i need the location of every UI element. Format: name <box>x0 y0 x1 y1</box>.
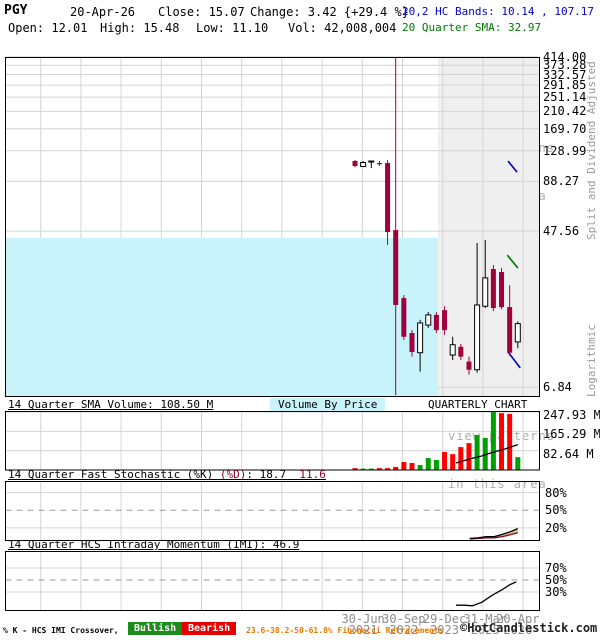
hc-bands-value: 20,2 HC Bands: 10.14 , 107.17 <box>402 5 595 18</box>
volume-tick-label: 82.64 M <box>543 446 594 461</box>
date-tick-label: 31-Mar 2025 <box>463 612 507 637</box>
volume-tick-label: 247.93 M <box>543 408 600 422</box>
ticker-symbol: PGY <box>4 3 28 18</box>
volume-tick-label: 165.29 M <box>543 427 600 442</box>
stochastic-tick-label: 80% <box>545 485 567 500</box>
quarterly-chart-label: QUARTERLY CHART <box>428 398 528 411</box>
price-tick-label: 47.56 <box>543 224 580 239</box>
stochastic-label-k: 14 Quarter Fast Stochastic (%K) <box>8 468 220 481</box>
stochastic-k-value: : 18.7 <box>246 468 300 481</box>
quote-change: Change: 3.42 {+29.4 %} <box>250 5 409 19</box>
quote-date: 20-Apr-26 <box>70 5 136 19</box>
fibonacci-legend-label: 23.6-38.2-50-61.8% Fibonacci Retracement… <box>246 626 444 635</box>
date-tick-label: 30-Jun 2021 <box>341 612 385 637</box>
stochastic-label: 14 Quarter Fast Stochastic (%K) (%D): 18… <box>8 469 326 481</box>
date-tick-label: 20-Apr 2026 <box>496 612 540 637</box>
quote-open: Open: 12.01 <box>8 21 88 35</box>
price-tick-label: 251.14 <box>543 90 587 105</box>
crossover-legend-label: % K - HCS IMI Crossover, <box>3 626 119 635</box>
stochastic-d-value: 11.6 <box>299 468 326 481</box>
date-tick-label: 30-Sep 2022 <box>382 612 426 637</box>
volume-sma-label: 14 Quarter SMA Volume: 108.50 M <box>8 398 214 411</box>
price-tick-label: 210.42 <box>543 104 587 119</box>
bearish-badge: Bearish <box>182 622 237 635</box>
date-tick-label: 29-Dec 2023 <box>422 612 467 637</box>
bullish-badge: Bullish <box>128 622 183 635</box>
price-tick-label: 128.99 <box>543 143 587 158</box>
login-line: in this area <box>448 477 547 491</box>
quote-volume: Vol: 42,008,004 <box>288 21 397 35</box>
axis-note-adjusted: Split and Dividend Adjusted <box>585 61 598 240</box>
price-tick-label: 169.70 <box>543 121 587 136</box>
price-tick-label: 373.28 <box>543 58 587 73</box>
price-tick-label: 6.84 <box>543 380 572 395</box>
stochastic-label-d: (%D) <box>219 468 247 481</box>
price-tick-label: 291.85 <box>543 78 587 93</box>
price-tick-label: 88.27 <box>543 174 580 189</box>
copyright-watermark: ©HotCandlestick.com <box>460 621 598 635</box>
sma-value: 20 Quarter SMA: 32.97 <box>402 21 542 34</box>
quote-high: High: 15.48 <box>100 21 180 35</box>
imi-label: 14 Quarter HCS Intraday Momentum (IMI): … <box>8 538 300 551</box>
stochastic-tick-label: 20% <box>545 520 567 535</box>
price-tick-label: 414.00 <box>543 49 587 64</box>
quote-close: Close: 15.07 <box>158 5 245 19</box>
price-tick-label: 332.57 <box>543 67 587 82</box>
volume-by-price-label: Volume By Price <box>270 398 386 411</box>
imi-tick-label: 50% <box>545 573 567 587</box>
imi-tick-label: 30% <box>545 585 567 599</box>
stochastic-tick-label: 50% <box>545 503 567 518</box>
login-line: view patterns <box>448 429 555 443</box>
axis-note-logarithmic: Logarithmic <box>585 324 598 397</box>
quote-low: Low: 11.10 <box>196 21 269 35</box>
imi-tick-label: 70% <box>545 561 567 575</box>
